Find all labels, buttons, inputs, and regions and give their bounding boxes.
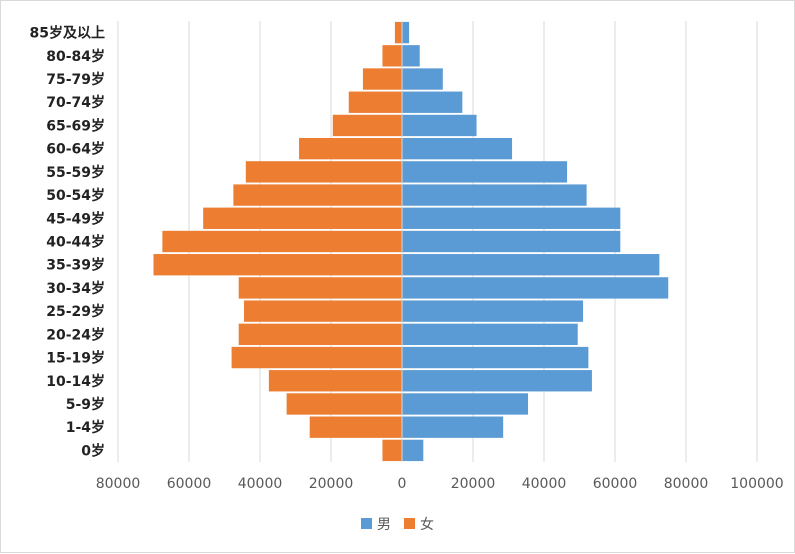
bar-female bbox=[309, 416, 402, 438]
bar-female bbox=[348, 91, 402, 113]
legend-swatch-male bbox=[361, 518, 372, 529]
bar-female bbox=[203, 207, 402, 229]
category-label: 20-24岁 bbox=[46, 326, 105, 343]
bar-male bbox=[402, 439, 424, 462]
bar-female bbox=[244, 300, 402, 322]
bar-female bbox=[162, 230, 402, 253]
bar-female bbox=[268, 370, 402, 392]
bar-female bbox=[332, 114, 402, 137]
x-tick-label: 20000 bbox=[451, 476, 496, 492]
bar-male bbox=[402, 137, 513, 160]
x-tick-label: 0 bbox=[398, 476, 407, 492]
bar-male bbox=[402, 114, 477, 137]
bar-male bbox=[402, 254, 660, 276]
bar-female bbox=[382, 45, 402, 67]
bar-male bbox=[402, 230, 621, 253]
category-label: 45-49岁 bbox=[46, 210, 105, 227]
category-label: 35-39岁 bbox=[46, 257, 105, 274]
bar-female bbox=[299, 137, 402, 160]
bar-female bbox=[153, 254, 402, 276]
category-label: 65-69岁 bbox=[46, 117, 105, 134]
category-label: 40-44岁 bbox=[46, 234, 105, 251]
bar-female bbox=[382, 439, 402, 462]
bar-male bbox=[402, 161, 568, 183]
bar-male bbox=[402, 45, 420, 67]
bar-female bbox=[362, 68, 402, 90]
x-tick-label: 60000 bbox=[593, 476, 638, 492]
bar-female bbox=[245, 161, 402, 183]
category-label: 60-64岁 bbox=[46, 141, 105, 158]
value-axis-labels: 80000 60000 40000 20000 0 20000 40000 60000 8000… bbox=[96, 476, 784, 492]
legend-swatch-female bbox=[404, 518, 415, 529]
category-label: 85岁及以上 bbox=[30, 25, 105, 42]
bar-male bbox=[402, 393, 529, 415]
x-tick-label: 60000 bbox=[167, 476, 212, 492]
category-label: 30-34岁 bbox=[46, 280, 105, 297]
category-labels: 0岁 1-4岁 5-9岁 10-14岁 15-19岁 20-24岁 25-29岁 30-34岁… bbox=[30, 25, 105, 460]
category-label: 15-19岁 bbox=[46, 350, 105, 367]
bar-male bbox=[402, 277, 669, 299]
bar-male bbox=[402, 91, 463, 113]
category-label: 1-4岁 bbox=[66, 419, 105, 436]
bar-female bbox=[286, 393, 402, 415]
category-label: 55-59岁 bbox=[46, 164, 105, 181]
bar-male bbox=[402, 21, 410, 44]
bar-female bbox=[238, 323, 402, 346]
category-label: 50-54岁 bbox=[46, 187, 105, 204]
bar-male bbox=[402, 416, 504, 438]
category-label: 70-74岁 bbox=[46, 94, 105, 111]
category-label: 0岁 bbox=[81, 442, 105, 459]
bar-female bbox=[231, 346, 402, 369]
x-tick-label: 20000 bbox=[309, 476, 354, 492]
x-tick-label: 40000 bbox=[522, 476, 567, 492]
bar-male bbox=[402, 346, 589, 369]
legend-label-male: 男 bbox=[377, 517, 391, 533]
x-tick-label: 80000 bbox=[96, 476, 141, 492]
bar-male bbox=[402, 300, 584, 322]
bar-male bbox=[402, 207, 621, 229]
bar-male bbox=[402, 323, 578, 346]
category-label: 75-79岁 bbox=[46, 71, 105, 88]
category-label: 5-9岁 bbox=[66, 396, 105, 413]
legend-label-female: 女 bbox=[420, 516, 434, 533]
category-label: 25-29岁 bbox=[46, 303, 105, 320]
x-tick-label: 100000 bbox=[730, 476, 783, 492]
bar-female bbox=[233, 184, 402, 206]
bar-female bbox=[238, 277, 402, 299]
x-tick-label: 40000 bbox=[238, 476, 283, 492]
bar-female bbox=[394, 21, 402, 44]
legend: 男 女 bbox=[361, 516, 434, 533]
category-label: 10-14岁 bbox=[46, 373, 105, 390]
bar-male bbox=[402, 184, 587, 206]
x-tick-label: 80000 bbox=[664, 476, 709, 492]
bar-male bbox=[402, 68, 443, 90]
bar-male bbox=[402, 370, 592, 392]
bars bbox=[153, 21, 669, 462]
category-label: 80-84岁 bbox=[46, 48, 105, 65]
